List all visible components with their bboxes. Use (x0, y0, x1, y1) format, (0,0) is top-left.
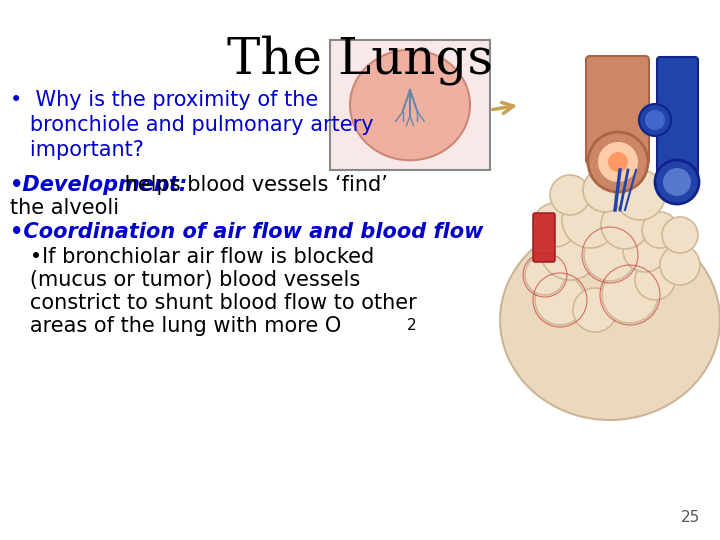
Circle shape (588, 132, 648, 192)
Circle shape (583, 168, 627, 212)
Circle shape (608, 152, 628, 172)
FancyBboxPatch shape (330, 40, 490, 170)
Text: •If bronchiolar air flow is blocked: •If bronchiolar air flow is blocked (10, 247, 374, 267)
Circle shape (562, 192, 618, 248)
Text: constrict to shunt blood flow to other: constrict to shunt blood flow to other (10, 293, 417, 313)
Text: •Coordination of air flow and blood flow: •Coordination of air flow and blood flow (10, 222, 483, 242)
Circle shape (655, 160, 699, 204)
Circle shape (663, 168, 691, 196)
Circle shape (645, 110, 665, 130)
Text: •  Why is the proximity of the: • Why is the proximity of the (10, 90, 318, 110)
Text: 25: 25 (680, 510, 700, 525)
Circle shape (601, 201, 649, 249)
Circle shape (623, 228, 667, 272)
Circle shape (540, 220, 600, 280)
FancyBboxPatch shape (657, 57, 698, 183)
Text: helps blood vessels ‘find’: helps blood vessels ‘find’ (118, 175, 388, 195)
Text: •Development:: •Development: (10, 175, 188, 195)
Circle shape (573, 288, 617, 332)
Text: important?: important? (10, 140, 144, 160)
Circle shape (602, 267, 658, 323)
Circle shape (584, 229, 636, 281)
Circle shape (533, 203, 577, 247)
Circle shape (639, 104, 671, 136)
Text: areas of the lung with more O: areas of the lung with more O (10, 316, 341, 336)
Text: bronchiole and pulmonary artery: bronchiole and pulmonary artery (10, 115, 374, 135)
FancyBboxPatch shape (533, 213, 555, 262)
Circle shape (598, 142, 638, 182)
Circle shape (642, 212, 678, 248)
Circle shape (525, 255, 565, 295)
Ellipse shape (500, 220, 720, 420)
Circle shape (660, 245, 700, 285)
Text: the alveoli: the alveoli (10, 198, 119, 218)
Circle shape (635, 260, 675, 300)
Circle shape (615, 170, 665, 220)
FancyBboxPatch shape (586, 56, 649, 164)
Ellipse shape (350, 50, 470, 160)
Text: 2: 2 (407, 318, 417, 333)
Circle shape (550, 175, 590, 215)
Text: (mucus or tumor) blood vessels: (mucus or tumor) blood vessels (10, 270, 360, 290)
Circle shape (662, 217, 698, 253)
Text: The Lungs: The Lungs (227, 35, 493, 85)
Circle shape (535, 275, 585, 325)
